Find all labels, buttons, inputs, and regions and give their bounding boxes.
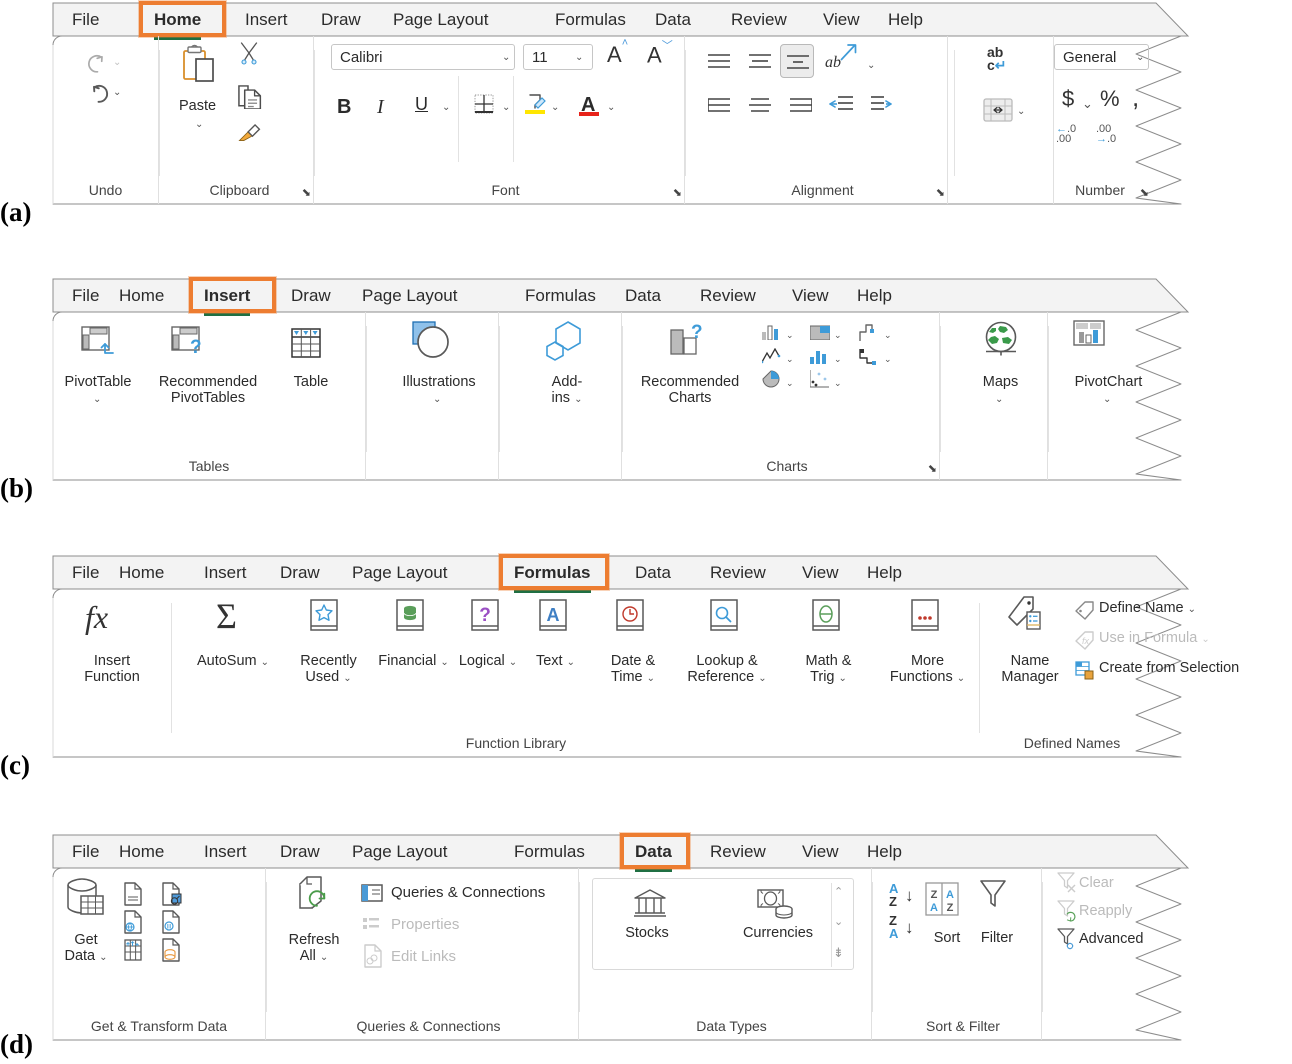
svg-text:A: A bbox=[547, 605, 560, 625]
svg-text:A: A bbox=[946, 889, 954, 901]
svg-text:?: ? bbox=[190, 337, 202, 358]
svg-text:A: A bbox=[930, 902, 938, 914]
svg-text:?: ? bbox=[479, 605, 491, 626]
svg-text:?: ? bbox=[691, 322, 703, 343]
svg-text:fx: fx bbox=[1082, 636, 1090, 646]
svg-text:Z: Z bbox=[947, 902, 954, 914]
svg-text:Z: Z bbox=[931, 889, 938, 901]
